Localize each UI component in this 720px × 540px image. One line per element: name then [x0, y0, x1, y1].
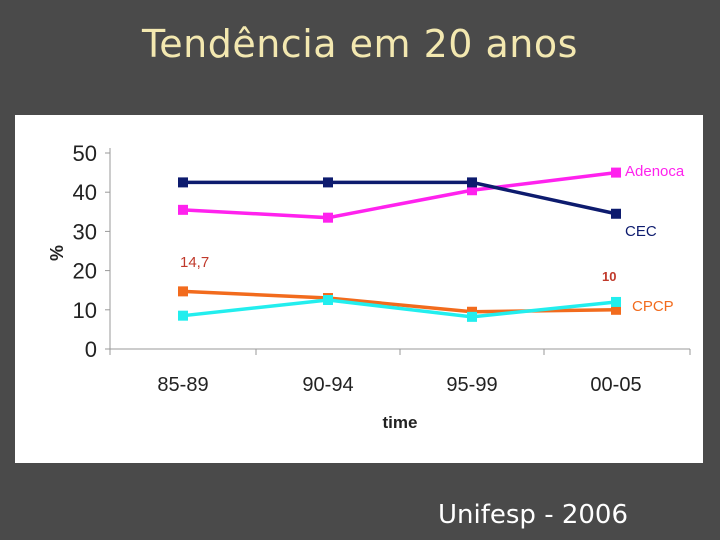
series-0-point-2 [467, 185, 477, 196]
series-2-point-3 [611, 304, 621, 315]
series-1-point-0 [178, 177, 188, 188]
x-tick-label-00-05: 00-05 [590, 374, 641, 396]
line-chart: 0 10 20 30 40 50 85-89 90-94 95-99 00-05 time% Aden… [47, 141, 691, 432]
series-1-point-1 [323, 177, 333, 188]
series-2-point-0 [178, 286, 188, 297]
series-0-point-3 [611, 167, 621, 178]
footer-text: Unifesp - 2006 [438, 500, 629, 530]
series-3-point-0 [178, 310, 188, 321]
series-3-point-2 [467, 311, 477, 322]
y-tick-label-40: 40 [73, 180, 97, 205]
series-1-point-2 [467, 177, 477, 188]
annotation-1: 10 [602, 269, 616, 284]
y-tick-label-30: 30 [73, 219, 97, 244]
series-0-point-1 [323, 212, 333, 223]
y-tick-label-20: 20 [73, 259, 97, 284]
series-line-0 [182, 170, 617, 220]
series-1-point-3 [611, 208, 621, 219]
series-0-point-0 [178, 204, 188, 215]
series-label-3: CPCP [632, 298, 674, 315]
y-tick-label-0: 0 [85, 337, 97, 362]
x-tick-label-85-89: 85-89 [157, 374, 208, 396]
series-3-point-3 [611, 296, 621, 307]
series-line-1 [183, 180, 617, 216]
series-line-3 [182, 298, 617, 319]
x-axis-label: time [383, 413, 418, 432]
y-tick-label-10: 10 [73, 298, 97, 323]
series-3-point-1 [323, 295, 333, 305]
x-tick-label-90-94: 90-94 [302, 374, 353, 396]
y-tick-label-50: 50 [73, 141, 97, 166]
annotation-0: 14,7 [180, 254, 209, 271]
x-tick-label-95-99: 95-99 [446, 374, 497, 396]
y-axis-label: % [47, 245, 67, 261]
series-2-point-2 [467, 306, 477, 317]
series-label-1: CEC [625, 223, 657, 240]
chart-panel: 0 10 20 30 40 50 85-89 90-94 95-99 00-05 time% Aden… [15, 115, 703, 463]
series-label-0: Adenoca [625, 163, 685, 180]
slide-title: Tendência em 20 anos [142, 22, 578, 66]
